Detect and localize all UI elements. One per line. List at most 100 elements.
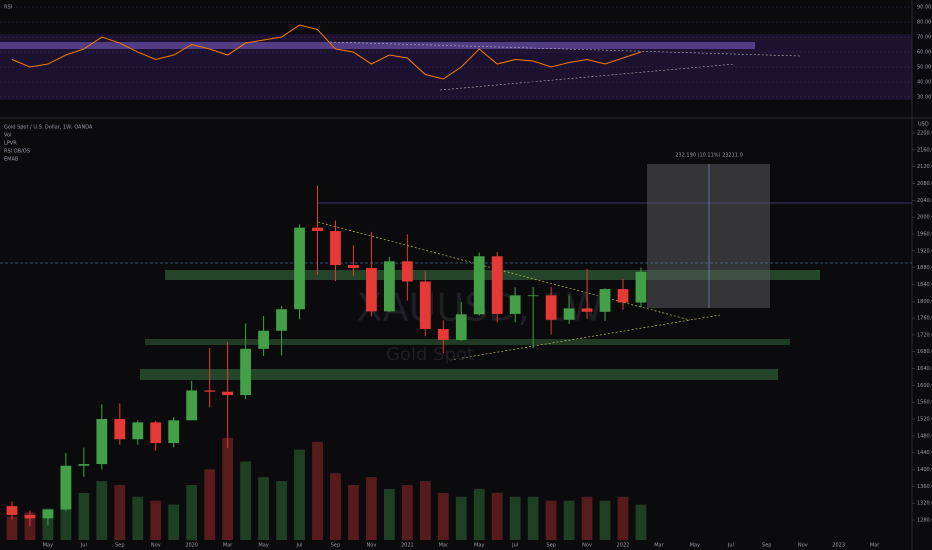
- x-tick-label: Sep: [115, 543, 124, 549]
- x-tick-label: Mar: [223, 543, 233, 549]
- range-box: [647, 164, 770, 308]
- candle-body: [491, 256, 503, 314]
- volume-bar: [455, 496, 467, 540]
- candle-body: [419, 281, 431, 330]
- x-tick-label: Nov: [798, 543, 808, 549]
- y-tick-label: 1520.000: [917, 417, 932, 423]
- rsi-tick-label: 90.00: [917, 5, 931, 11]
- candle-body: [42, 509, 54, 519]
- candle-body: [240, 348, 251, 396]
- rsi-tick-label: 50.00: [917, 65, 931, 71]
- currency: USD: [918, 122, 929, 128]
- x-tick-label: Jul: [511, 543, 518, 549]
- volume-bar: [617, 496, 629, 540]
- candle-body: [437, 329, 449, 340]
- y-tick-label: 1560.000: [917, 400, 932, 406]
- candle-body: [24, 514, 36, 519]
- y-tick-label: 1600.000: [917, 383, 932, 389]
- y-tick-label: 1280.000: [917, 518, 932, 524]
- volume-bar: [258, 477, 269, 540]
- candle-body: [204, 390, 216, 392]
- x-tick-label: Mar: [439, 543, 449, 549]
- y-tick-label: 1720.000: [917, 332, 932, 338]
- volume-bar: [366, 477, 377, 540]
- volume-bar: [509, 496, 521, 540]
- x-tick-label: Jul: [295, 543, 302, 549]
- volume-bar: [294, 449, 305, 540]
- rsi-tick-label: 80.00: [917, 20, 931, 26]
- y-tick-label: 1400.000: [917, 467, 932, 473]
- y-tick-label: 1840.000: [917, 282, 932, 288]
- candle-body: [366, 268, 377, 312]
- volume-bar: [581, 496, 593, 540]
- rsi-label: RSI: [4, 5, 12, 11]
- x-tick-label: Nov: [582, 543, 592, 549]
- trendline: [317, 221, 691, 321]
- candle-body: [132, 422, 144, 440]
- candle-body: [60, 465, 72, 510]
- volume-bar: [473, 488, 485, 540]
- volume-bar: [491, 492, 503, 540]
- y-tick-label: 1760.000: [917, 316, 932, 322]
- zone: [140, 369, 778, 380]
- volume-bar: [545, 500, 557, 540]
- y-tick-label: 2080.000: [917, 181, 932, 187]
- candle-body: [294, 227, 305, 310]
- candle-body: [509, 295, 521, 314]
- candle-body: [348, 265, 359, 269]
- candle-body: [312, 227, 323, 232]
- range-annotation: 232.190 (10.11%) 23211.0: [675, 153, 743, 159]
- rsi-tick-label: 70.00: [917, 35, 931, 41]
- indicator: LPVR: [4, 141, 17, 147]
- volume-bar: [60, 496, 72, 540]
- indicator: EMAB: [4, 157, 19, 163]
- rsi-trendline: [439, 63, 736, 91]
- volume-bar: [312, 441, 323, 540]
- y-tick-label: 1680.000: [917, 349, 932, 355]
- candle-body: [401, 261, 413, 282]
- volume-bar: [186, 485, 198, 540]
- x-tick-label: Sep: [546, 543, 555, 549]
- volume-bar: [437, 492, 449, 540]
- candle-body: [258, 330, 269, 349]
- indicator: RSI OB/OS: [4, 149, 30, 155]
- volume-bar: [635, 504, 647, 540]
- candle-body: [150, 422, 162, 444]
- x-tick-label: Sep: [762, 543, 771, 549]
- chart-title: Gold Spot / U.S. Dollar, 1W, OANDA: [4, 125, 93, 131]
- y-tick-label: 1640.000: [917, 366, 932, 372]
- candle-body: [186, 390, 198, 421]
- x-tick-label: May: [690, 543, 700, 549]
- volume-bar: [527, 496, 539, 540]
- candle-body: [635, 271, 647, 303]
- volume-bar: [276, 481, 287, 540]
- x-tick-label: May: [474, 543, 484, 549]
- volume-bar: [348, 485, 359, 540]
- volume-bar: [96, 481, 108, 540]
- candle-body: [168, 420, 180, 444]
- y-tick-label: 1920.000: [917, 248, 932, 254]
- x-tick-label: 2023: [832, 543, 845, 549]
- volume-bar: [599, 500, 611, 540]
- indicator: Vol: [4, 133, 11, 139]
- y-tick-label: 1960.000: [917, 231, 932, 237]
- y-tick-label: 2160.000: [917, 147, 932, 153]
- candle-body: [383, 261, 395, 312]
- candle-body: [96, 419, 108, 465]
- y-tick-label: 2120.000: [917, 164, 932, 170]
- x-tick-label: May: [43, 543, 53, 549]
- volume-bar: [401, 485, 413, 540]
- x-tick-label: Sep: [331, 543, 340, 549]
- volume-bar: [222, 437, 234, 540]
- volume-bar: [114, 485, 126, 540]
- volume-bar: [6, 516, 18, 540]
- candle-body: [527, 295, 539, 297]
- y-tick-label: 2040.000: [917, 198, 932, 204]
- candle-body: [599, 289, 611, 312]
- volume-bar: [240, 461, 251, 540]
- rsi-tick-label: 60.00: [917, 50, 931, 56]
- rsi-tick-label: 30.00: [917, 95, 931, 101]
- volume-bar: [204, 469, 216, 540]
- volume-bar: [78, 492, 90, 540]
